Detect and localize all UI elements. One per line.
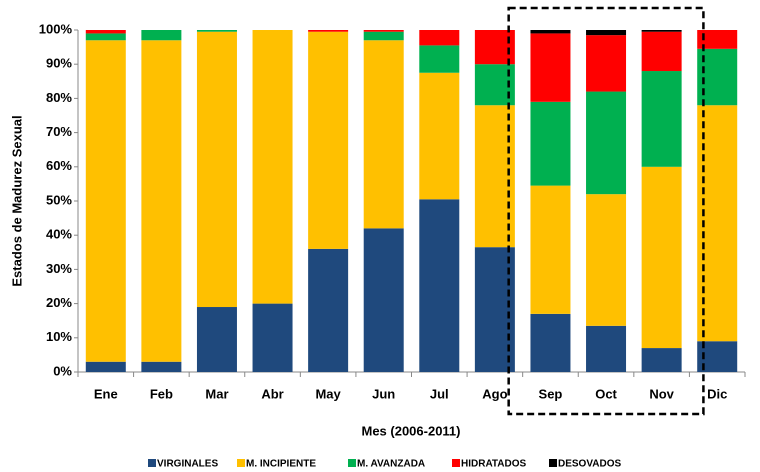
legend-swatch: [148, 459, 156, 467]
bar-segment: [530, 33, 571, 102]
x-tick-label: Nov: [649, 386, 674, 401]
bar-segment: [252, 303, 293, 372]
legend-label: M. AVANZADA: [357, 459, 425, 470]
x-tick-label: Sep: [539, 386, 563, 401]
bar-segment: [85, 33, 126, 41]
x-tick-label: Feb: [150, 386, 173, 401]
bar-segment: [141, 30, 182, 41]
x-tick-label: Abr: [261, 386, 283, 401]
bar-segment: [641, 31, 682, 72]
y-tick-label: 40%: [46, 227, 72, 242]
bar-segment: [308, 30, 349, 32]
bar-segment: [586, 30, 627, 36]
x-axis-title: Mes (2006-2011): [361, 423, 460, 438]
y-tick-label: 30%: [46, 261, 72, 276]
bar-segment: [196, 307, 237, 372]
x-tick-label: Jul: [430, 386, 449, 401]
bar-segment: [586, 325, 627, 372]
bar-segment: [363, 40, 404, 229]
y-tick-label: 70%: [46, 124, 72, 139]
bar-segment: [85, 361, 126, 372]
bar-segment: [474, 30, 515, 65]
bar-segment: [641, 30, 682, 32]
x-tick-label: Ago: [482, 386, 507, 401]
bar-segment: [363, 31, 404, 41]
legend-swatch: [348, 459, 356, 467]
bar-segment: [419, 72, 460, 200]
bar-segment: [363, 30, 404, 32]
bar-segment: [530, 30, 571, 34]
y-tick-label: 10%: [46, 329, 72, 344]
bar-segment: [697, 30, 738, 49]
bar-segment: [530, 185, 571, 314]
bar-segment: [586, 91, 627, 195]
bar-segment: [641, 348, 682, 372]
bar-segment: [419, 199, 460, 372]
x-tick-label: Dic: [707, 386, 727, 401]
bar-segment: [141, 40, 182, 362]
bar-segment: [641, 71, 682, 167]
bar-segment: [530, 101, 571, 186]
legend-label: HIDRATADOS: [461, 459, 527, 470]
legend-label: M. INCIPIENTE: [246, 459, 316, 470]
y-tick-label: 80%: [46, 90, 72, 105]
legend-swatch: [452, 459, 460, 467]
legend-label: DESOVADOS: [558, 459, 621, 470]
bar-segment: [85, 30, 126, 34]
y-tick-label: 100%: [39, 21, 73, 36]
bar-segment: [308, 248, 349, 372]
bar-segment: [85, 40, 126, 362]
y-tick-label: 0%: [53, 363, 72, 378]
legend-label: VIRGINALES: [157, 459, 218, 470]
bar-segment: [196, 31, 237, 308]
x-tick-label: Jun: [372, 386, 395, 401]
bar-segment: [586, 35, 627, 92]
bar-segment: [141, 361, 182, 372]
x-tick-label: Mar: [205, 386, 228, 401]
bar-segment: [419, 30, 460, 46]
y-tick-label: 90%: [46, 56, 72, 71]
y-tick-label: 60%: [46, 158, 72, 173]
bar-segment: [363, 228, 404, 372]
bar-segment: [530, 313, 571, 372]
bar-segment: [196, 30, 237, 32]
legend-swatch: [237, 459, 245, 467]
bar-segment: [474, 247, 515, 372]
bar-segment: [308, 31, 349, 249]
highlight-box: [507, 6, 705, 416]
bar-segment: [252, 30, 293, 304]
y-tick-label: 20%: [46, 295, 72, 310]
x-tick-label: May: [315, 386, 341, 401]
x-tick-label: Ene: [94, 386, 118, 401]
bar-segment: [419, 45, 460, 73]
bar-segment: [641, 166, 682, 349]
y-axis-title: Estados de Madurez Sexual: [9, 115, 24, 286]
legend-swatch: [549, 459, 557, 467]
x-tick-label: Oct: [595, 386, 617, 401]
bar-segment: [586, 194, 627, 326]
y-tick-label: 50%: [46, 192, 72, 207]
